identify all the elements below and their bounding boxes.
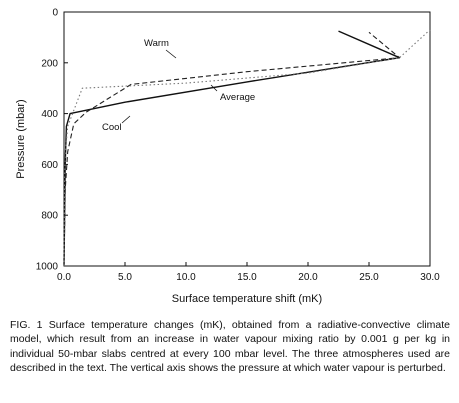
annotation-warm-leader <box>165 49 177 59</box>
x-tick-label: 5.0 <box>118 272 132 283</box>
y-tick-label: 400 <box>41 109 58 120</box>
plot-area <box>63 11 431 267</box>
y-tick-label: 0 <box>52 8 58 19</box>
x-tick-label: 20.0 <box>298 272 318 283</box>
y-tick-label: 800 <box>41 211 58 222</box>
y-tick-label: 1000 <box>36 262 59 273</box>
x-axis-label: Surface temperature shift (mK) <box>172 293 322 305</box>
plot-frame <box>63 11 431 267</box>
x-tick-label: 15.0 <box>237 272 257 283</box>
x-axis: 0.0 5.0 10.0 15.0 20.0 25.0 30.0 <box>57 262 440 283</box>
x-tick-label: 30.0 <box>420 272 440 283</box>
annotation-average-leader <box>210 84 218 92</box>
annotation-warm: Warm <box>144 38 169 49</box>
series-line-cool <box>63 29 431 267</box>
y-tick-label: 600 <box>41 160 58 171</box>
y-axis: 0 200 400 600 800 1000 <box>36 8 68 273</box>
annotation-cool: Cool <box>102 122 122 133</box>
x-tick-label: 25.0 <box>359 272 379 283</box>
series-line-warm <box>63 31 401 267</box>
x-tick-label: 0.0 <box>57 272 71 283</box>
figure-caption: FIG. 1 Surface temperature changes (mK),… <box>10 319 450 375</box>
series-layer <box>63 29 431 267</box>
y-axis-label: Pressure (mbar) <box>15 99 27 178</box>
annotation-average: Average <box>220 92 255 103</box>
annotation-cool-leader <box>121 115 131 124</box>
y-tick-label: 200 <box>41 58 58 69</box>
x-tick-label: 10.0 <box>176 272 196 283</box>
